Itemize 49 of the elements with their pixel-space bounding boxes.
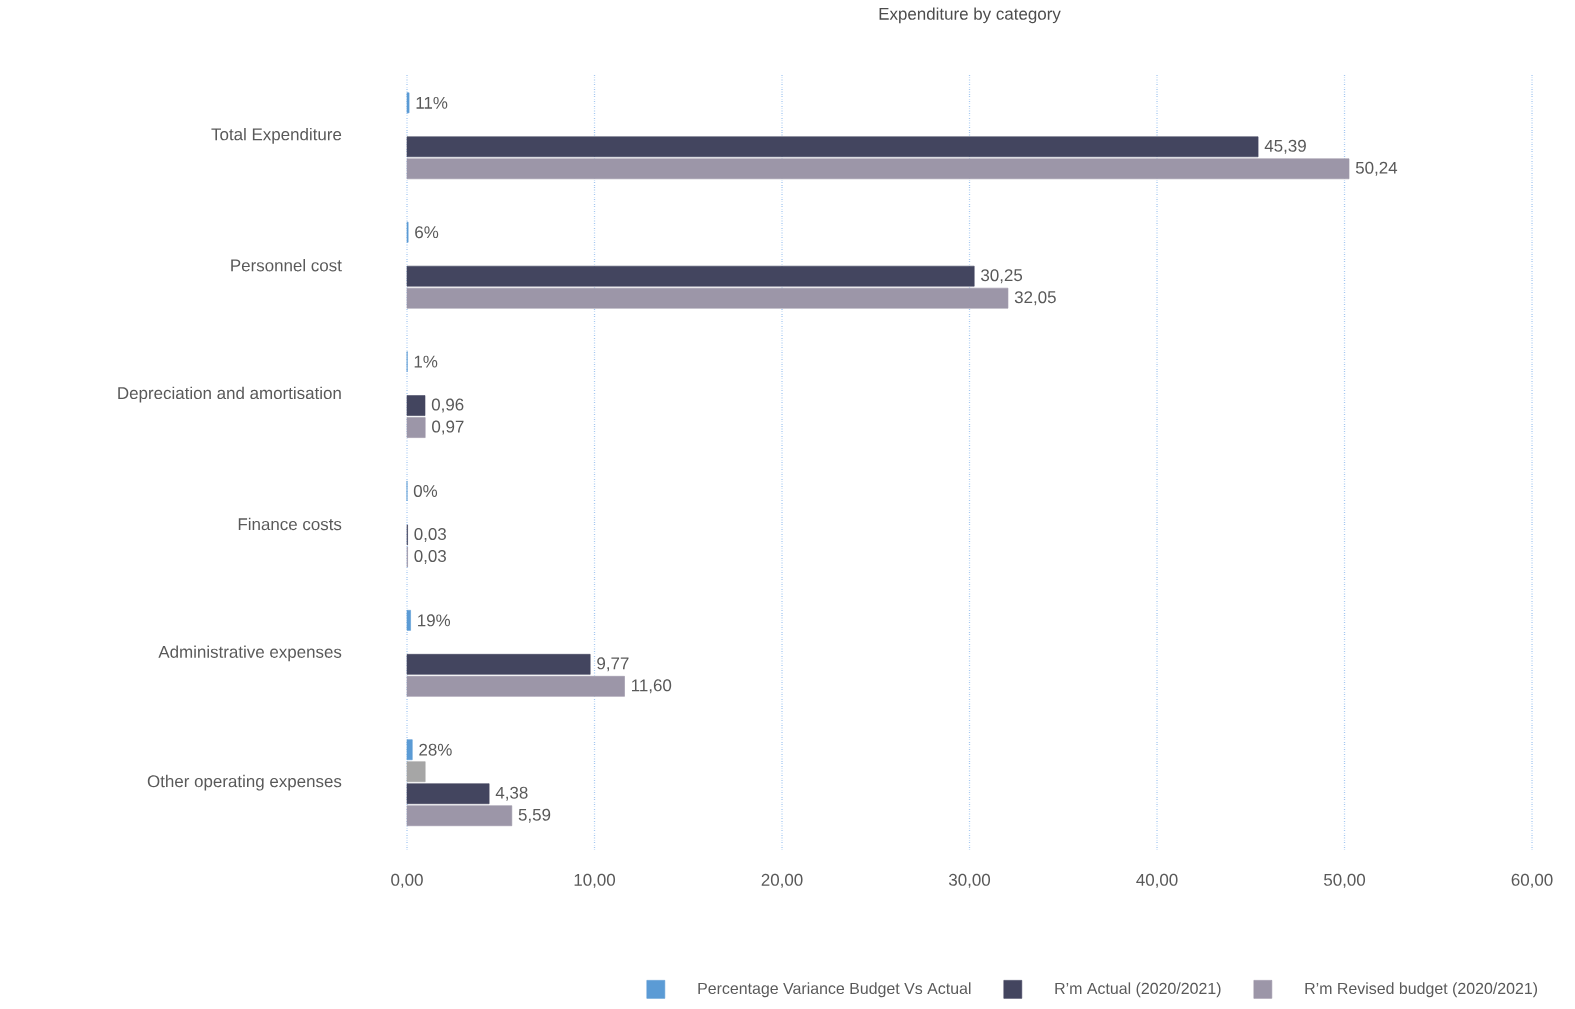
bar [406,287,1009,309]
data-label: 11% [416,96,448,109]
y-tick-label: Total Expenditure [211,127,342,144]
x-tick-label: 0,00 [391,873,423,888]
data-label: 45,39 [1264,139,1306,154]
data-label: 32,05 [1014,291,1056,306]
bar [406,395,426,416]
bar [406,676,625,697]
bar [406,417,426,438]
legend-label: Percentage Variance Budget Vs Actual [698,982,971,998]
data-label: 1% [414,355,438,368]
chart-title: Expenditure by category [879,7,1061,24]
legend-label: R’m Revised budget (2020/2021) [1305,982,1538,998]
x-tick-label: 40,00 [1136,873,1178,888]
data-label: 0,03 [414,549,446,564]
bar [406,610,411,631]
y-tick-label: Other operating expenses [147,774,342,791]
data-label: 4,38 [495,786,528,801]
data-label: 19% [418,614,451,627]
bar [406,136,1259,158]
bar [406,739,413,761]
bar [406,92,410,114]
bar [406,805,513,827]
bar [406,654,591,675]
data-label: 28% [419,743,452,756]
x-tick-label: 30,00 [948,873,991,888]
data-label: 0,03 [414,527,446,542]
y-tick-label: Finance costs [238,517,342,531]
bar [406,761,426,783]
data-label: 0% [413,484,438,497]
data-label: 30,25 [981,269,1023,284]
x-tick-label: 60,00 [1511,873,1553,888]
x-tick-label: 20,00 [761,873,803,888]
bar [406,265,975,287]
data-label: 0,97 [432,420,464,435]
legend-label: R’m Actual (2020/2021) [1055,982,1221,998]
data-label: 6% [415,226,439,239]
data-label: 0,96 [431,398,464,413]
bar [406,783,490,805]
data-label: 9,77 [597,657,629,672]
y-tick-label: Depreciation and amortisation [118,386,341,403]
y-tick-label: Administrative expenses [158,645,342,662]
data-label: 50,24 [1355,161,1398,176]
y-tick-label: Personnel cost [231,258,342,272]
data-label: 5,59 [518,808,551,823]
data-label: 11,60 [632,679,672,694]
bar [406,158,1350,180]
x-tick-label: 50,00 [1324,873,1366,888]
x-tick-label: 10,00 [574,873,616,888]
